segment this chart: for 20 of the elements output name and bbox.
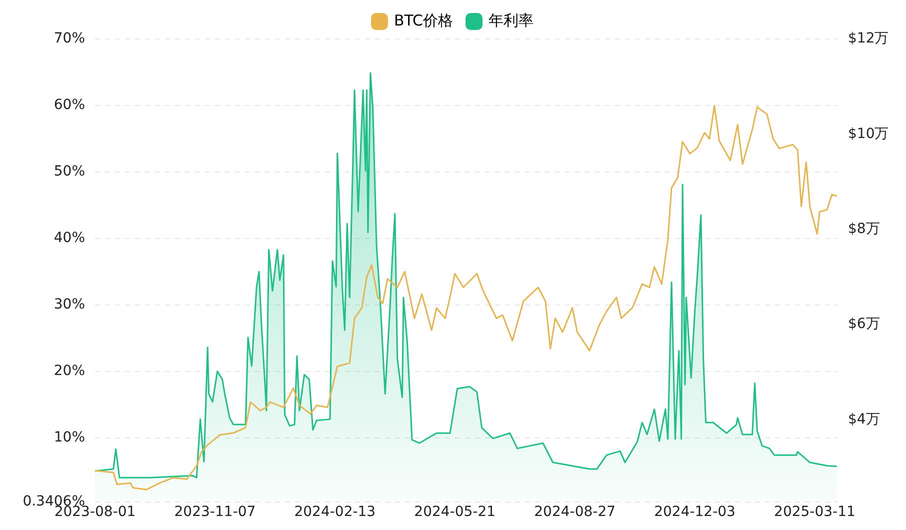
y2-tick-label: $8万	[848, 220, 880, 237]
legend-label: 年利率	[488, 11, 534, 30]
y2-tick-label: $12万	[848, 30, 889, 47]
x-tick-label: 2024-08-27	[534, 504, 616, 520]
x-tick-label: 2023-11-07	[174, 504, 256, 520]
x-tick-label: 2024-05-21	[414, 504, 496, 520]
y2-tick-label: $4万	[848, 411, 880, 428]
legend-label: BTC价格	[394, 11, 454, 30]
y2-tick-label: $6万	[848, 316, 880, 332]
y-tick-label: 40%	[54, 230, 85, 246]
y-tick-label: 30%	[54, 296, 85, 313]
x-tick-label: 2024-12-03	[654, 504, 736, 520]
y-tick-label: 20%	[54, 362, 85, 379]
y-tick-label: 70%	[54, 30, 85, 47]
y2-tick-label: $10万	[848, 126, 889, 142]
y-tick-label: 50%	[54, 164, 85, 180]
y-tick-label: 60%	[54, 97, 85, 114]
x-tick-label: 2024-02-13	[294, 504, 376, 520]
x-tick-label: 2025-03-11	[774, 504, 856, 520]
y-tick-label: 10%	[54, 429, 85, 446]
